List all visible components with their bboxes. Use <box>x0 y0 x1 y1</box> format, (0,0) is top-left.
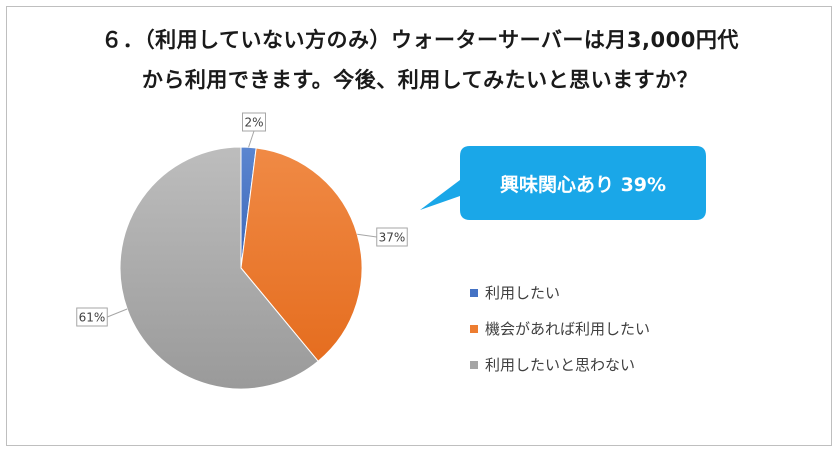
leader-line <box>357 233 377 238</box>
legend-swatch <box>470 361 478 369</box>
legend-item: 利用したいと思わない <box>470 356 650 392</box>
legend-swatch <box>470 289 478 297</box>
data-label: 61% <box>79 311 106 325</box>
chart-title-line2: から利用できます。今後、利用してみたいと思いますか？ <box>141 68 699 92</box>
leader-line <box>107 308 128 318</box>
legend: 利用したい 機会があれば利用したい 利用したいと思わない <box>470 284 650 392</box>
leader-line <box>248 130 255 148</box>
data-label-box <box>376 227 408 247</box>
legend-label: 利用したい <box>485 284 561 302</box>
slice-use-if-opportunity <box>240 147 363 362</box>
legend-label: 機会があれば利用したい <box>485 320 651 338</box>
legend-item: 利用したい <box>470 284 650 320</box>
legend-item: 機会があれば利用したい <box>470 320 650 356</box>
chart-title-line1: ６．（利用していない方のみ）ウォーターサーバーは月3,000円代 <box>101 28 739 52</box>
data-label-box <box>242 112 266 132</box>
legend-swatch <box>470 325 478 333</box>
callout-bubble <box>420 146 706 220</box>
data-label: 2% <box>244 116 263 130</box>
callout-text: 興味関心あり 39% <box>500 174 666 196</box>
data-label: 37% <box>379 231 406 245</box>
data-label-box <box>76 307 108 327</box>
slice-not-want <box>119 146 319 390</box>
legend-label: 利用したいと思わない <box>485 356 636 374</box>
